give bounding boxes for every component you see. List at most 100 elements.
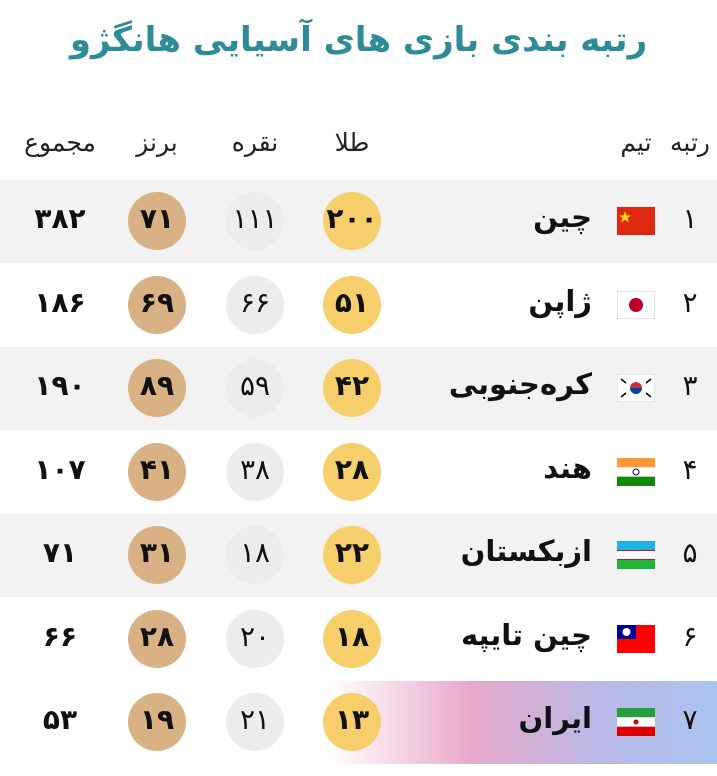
silver-header: نقره	[231, 128, 279, 157]
flag-icon	[616, 290, 656, 319]
total: ۱۹۰	[34, 369, 86, 402]
rank: ۶	[682, 619, 698, 653]
flag-icon	[617, 457, 655, 486]
flag-shape	[617, 207, 655, 235]
flag-shape	[617, 559, 655, 560]
flag-shape	[620, 392, 627, 398]
flag-shape	[617, 476, 655, 486]
table-row: ۲ ژاپن ۵۱ ۶۶ ۶۹ ۱۸۶	[0, 263, 717, 347]
table-row: ۱ چین ۲۰۰ ۱۱۱ ۷۱ ۳۸۲	[0, 180, 717, 263]
bronze-badge	[128, 693, 186, 751]
table-row: ۴ هند ۲۸ ۳۸ ۴۱ ۱۰۷	[0, 430, 717, 514]
bronze-count: ۶۹	[139, 285, 175, 319]
silver-count: ۱۸	[239, 536, 271, 569]
bronze-header: برنز	[136, 128, 178, 157]
rank: ۴	[682, 452, 698, 486]
title: رتبه بندی بازی های آسیایی هانگژو	[69, 20, 648, 60]
flag-shape	[617, 726, 655, 736]
flag-shape	[617, 560, 655, 569]
gold-badge	[323, 609, 381, 668]
team-name: هند	[543, 450, 592, 485]
total: ۶۶	[42, 619, 78, 653]
team-name: ژاپن	[528, 283, 592, 318]
gold-badge	[323, 359, 381, 417]
gold-count: ۲۲	[334, 536, 370, 569]
table-row: ۷ ایران ۱۳ ۲۱ ۱۹ ۵۳	[0, 681, 717, 764]
rank: ۷	[682, 703, 698, 736]
silver-count: ۲۱	[239, 703, 271, 736]
rank: ۱	[682, 202, 698, 235]
flag-icon	[616, 373, 656, 403]
flag-shape	[630, 382, 642, 388]
flag-shape	[645, 392, 652, 398]
bronze-count: ۴۱	[139, 452, 175, 486]
flag	[617, 457, 655, 490]
bronze-badge	[128, 442, 186, 501]
flag-shape	[622, 627, 631, 636]
flag-shape	[620, 378, 627, 384]
silver-count: ۵۹	[239, 369, 271, 402]
flag-shape	[620, 378, 652, 398]
gold-badge	[323, 442, 381, 501]
rank: ۳	[682, 369, 698, 402]
team-name: ازبکستان	[460, 534, 592, 568]
gold-badge	[323, 526, 381, 584]
team-name: ایران	[518, 701, 592, 735]
total-header: مجموع	[24, 128, 96, 157]
flag-icon	[617, 624, 655, 653]
team-name: کره‌جنوبی	[448, 367, 592, 401]
flag	[617, 541, 655, 573]
bronze-count: ۱۹	[139, 703, 175, 736]
silver-badge	[226, 693, 284, 751]
rank-header: رتبه	[670, 128, 710, 157]
silver-count: ۳۸	[239, 452, 271, 486]
bronze-count: ۷۱	[139, 202, 175, 235]
gold-badge	[323, 192, 381, 250]
gold-count: ۴۲	[334, 369, 370, 402]
flag-shape	[617, 457, 655, 468]
flag-shape	[629, 297, 643, 312]
gold-count: ۲۸	[334, 452, 370, 486]
silver-count: ۱۱۱	[232, 202, 278, 235]
flag-shape	[632, 468, 640, 475]
gold-badge	[323, 275, 381, 334]
silver-badge	[226, 359, 284, 417]
bronze-badge	[128, 609, 186, 668]
flag-shape	[617, 466, 655, 477]
gold-count: ۲۰۰	[326, 202, 378, 235]
total: ۱۰۷	[34, 452, 86, 486]
silver-badge	[226, 609, 284, 668]
flag-shape	[617, 550, 655, 551]
gold-count: ۱۸	[334, 619, 370, 653]
gold-count: ۱۳	[334, 703, 370, 736]
table-row: ۶ چین تایپه ۱۸ ۲۰ ۲۸ ۶۶	[0, 597, 717, 681]
bronze-badge	[128, 526, 186, 584]
flag-shape	[617, 541, 655, 550]
bronze-badge	[128, 192, 186, 250]
flag-shape	[617, 550, 655, 560]
table-row: ۵ ازبکستان ۲۲ ۱۸ ۳۱ ۷۱	[0, 514, 717, 597]
total: ۱۸۶	[34, 285, 86, 319]
flag-icon	[617, 207, 655, 235]
rank: ۵	[682, 536, 698, 569]
team-header: تیم	[620, 128, 652, 157]
table-row: ۳ کره‌جنوبی ۴۲ ۵۹ ۸۹ ۱۹۰	[0, 347, 717, 430]
rank: ۲	[682, 285, 698, 319]
flag-shape	[617, 708, 655, 718]
flag-shape	[645, 378, 652, 384]
bronze-count: ۳۱	[139, 536, 175, 569]
flag-shape	[619, 211, 631, 223]
silver-count: ۲۰	[239, 619, 271, 653]
team-name: چین تایپه	[460, 617, 592, 652]
gold-badge	[323, 693, 381, 751]
silver-badge	[226, 442, 284, 501]
flag	[616, 290, 656, 323]
flag-shape	[630, 388, 642, 394]
silver-badge	[226, 275, 284, 334]
flag	[617, 708, 655, 740]
gold-header: طلا	[334, 128, 370, 157]
flag	[616, 373, 656, 406]
silver-count: ۶۶	[239, 285, 271, 319]
